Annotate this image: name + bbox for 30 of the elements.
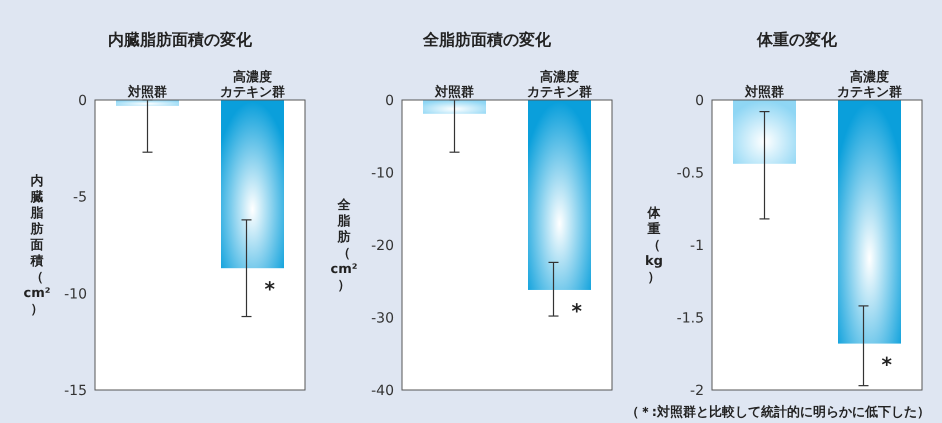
annotation: * <box>572 298 582 323</box>
annotation: * <box>882 352 892 377</box>
y-tick-label: -30 <box>371 310 394 326</box>
y-tick-label: -1.5 <box>676 310 704 326</box>
y-tick-label: -2 <box>690 383 704 399</box>
y-tick-label: -1 <box>690 238 704 254</box>
y-tick-label: -15 <box>64 383 87 399</box>
x-tick-label: 対照群 <box>744 84 784 100</box>
y-tick-label: -10 <box>64 286 87 302</box>
y-tick-label: 0 <box>695 93 704 109</box>
y-axis-title: 体重（kg） <box>645 206 663 285</box>
y-tick-label: -10 <box>371 166 394 182</box>
y-tick-label: -5 <box>73 190 87 206</box>
x-tick-label: 高濃度カテキン群 <box>220 69 285 100</box>
chart-title: 内臓脂肪面積の変化 <box>108 30 253 49</box>
chart-title: 全脂肪面積の変化 <box>422 30 552 49</box>
text: （＊:対照群と比較して統計的に明らかに低下した） <box>626 404 930 420</box>
chart-title: 体重の変化 <box>756 30 838 49</box>
text: 内臓脂肪面積（cm²） <box>24 174 50 317</box>
y-tick-label: 0 <box>78 93 87 109</box>
x-tick-label: 対照群 <box>127 84 167 100</box>
x-tick-label: 対照群 <box>434 84 474 100</box>
x-tick-label: 高濃度カテキン群 <box>837 69 902 100</box>
y-tick-label: 0 <box>385 93 394 109</box>
x-tick-label: 高濃度カテキン群 <box>527 69 592 100</box>
y-axis-title: 全脂肪（cm²） <box>330 198 358 293</box>
y-tick-label: -20 <box>371 238 394 254</box>
annotation: * <box>264 277 276 302</box>
y-tick-label: -40 <box>371 383 394 399</box>
y-tick-label: -0.5 <box>676 166 704 182</box>
